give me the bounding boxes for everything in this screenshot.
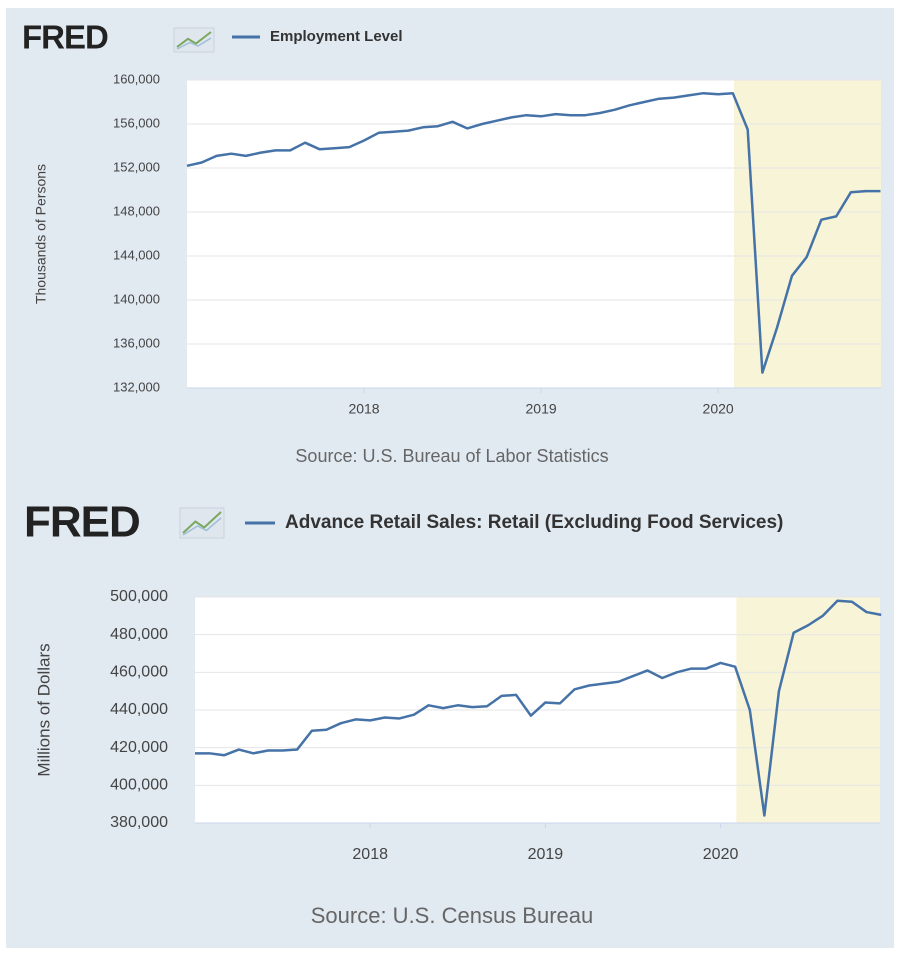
x-tick-label: 2018 bbox=[352, 846, 388, 863]
brand-logo: FRED bbox=[24, 498, 140, 547]
series-line bbox=[186, 91, 881, 374]
y-tick-label: 132,000 bbox=[113, 379, 160, 394]
x-tick-label: 2018 bbox=[348, 401, 379, 417]
x-tick-label: 2020 bbox=[703, 846, 739, 863]
y-tick-label: 400,000 bbox=[110, 777, 168, 794]
y-tick-label: 136,000 bbox=[113, 335, 160, 350]
source-note: Source: U.S. Census Bureau bbox=[311, 903, 593, 928]
logo-icon-line bbox=[176, 31, 212, 48]
y-tick-label: 156,000 bbox=[113, 115, 160, 130]
series-line bbox=[195, 599, 882, 817]
logo-icon-line bbox=[182, 511, 222, 534]
y-tick-label: 152,000 bbox=[113, 159, 160, 174]
legend-line: Advance Retail Sales: Retail (Excluding … bbox=[285, 512, 783, 533]
y-tick-label: 440,000 bbox=[110, 701, 168, 718]
brand-logo: FRED bbox=[22, 19, 108, 56]
y-tick-label: 460,000 bbox=[110, 664, 168, 681]
y-tick-label: 480,000 bbox=[110, 626, 168, 643]
logo-icon-line bbox=[176, 37, 212, 50]
recession-shading bbox=[734, 80, 881, 388]
legend-line: Employment Level bbox=[270, 28, 403, 45]
y-axis-label: Millions of Dollars bbox=[34, 643, 53, 776]
y-tick-label: 148,000 bbox=[113, 203, 160, 218]
x-tick-label: 2020 bbox=[703, 401, 734, 417]
legend-label: Employment Level bbox=[270, 28, 403, 45]
legend-label: Advance Retail Sales: Retail (Excluding … bbox=[285, 512, 783, 533]
y-tick-label: 160,000 bbox=[113, 71, 160, 86]
source-note: Source: U.S. Bureau of Labor Statistics bbox=[295, 446, 608, 466]
y-tick-label: 380,000 bbox=[110, 814, 168, 831]
y-tick-label: 144,000 bbox=[113, 247, 160, 262]
y-axis-label: Thousands of Persons bbox=[33, 164, 49, 304]
y-tick-label: 420,000 bbox=[110, 739, 168, 756]
y-tick-label: 500,000 bbox=[110, 588, 168, 605]
x-tick-label: 2019 bbox=[526, 401, 557, 417]
x-tick-label: 2019 bbox=[528, 846, 564, 863]
logo-icon-line bbox=[182, 517, 222, 536]
y-tick-label: 140,000 bbox=[113, 291, 160, 306]
